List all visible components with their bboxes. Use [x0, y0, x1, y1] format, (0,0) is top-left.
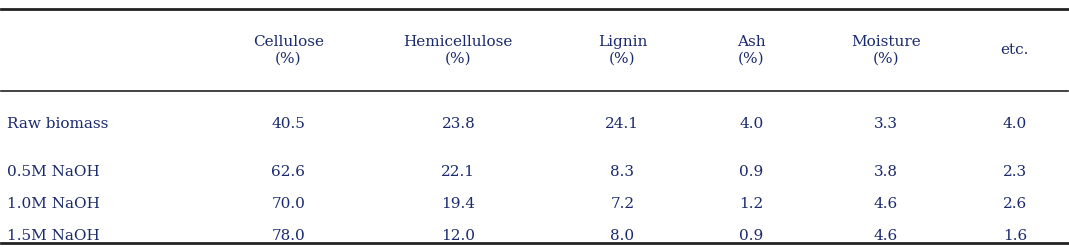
Text: 0.9: 0.9 [739, 229, 763, 243]
Text: 2.3: 2.3 [1003, 165, 1027, 179]
Text: Ash
(%): Ash (%) [737, 35, 765, 66]
Text: 7.2: 7.2 [610, 197, 634, 211]
Text: 2.6: 2.6 [1003, 197, 1027, 211]
Text: 0.5M NaOH: 0.5M NaOH [6, 165, 99, 179]
Text: 0.9: 0.9 [739, 165, 763, 179]
Text: 40.5: 40.5 [272, 117, 306, 130]
Text: 22.1: 22.1 [441, 165, 476, 179]
Text: 1.5M NaOH: 1.5M NaOH [6, 229, 99, 243]
Text: 24.1: 24.1 [605, 117, 639, 130]
Text: Cellulose
(%): Cellulose (%) [253, 35, 324, 66]
Text: 4.0: 4.0 [1003, 117, 1027, 130]
Text: 4.0: 4.0 [739, 117, 763, 130]
Text: Hemicellulose
(%): Hemicellulose (%) [404, 35, 513, 66]
Text: 1.0M NaOH: 1.0M NaOH [6, 197, 99, 211]
Text: 19.4: 19.4 [441, 197, 476, 211]
Text: Raw biomass: Raw biomass [6, 117, 108, 130]
Text: 3.3: 3.3 [874, 117, 898, 130]
Text: Moisture
(%): Moisture (%) [851, 35, 920, 66]
Text: 3.8: 3.8 [874, 165, 898, 179]
Text: Lignin
(%): Lignin (%) [598, 35, 647, 66]
Text: 4.6: 4.6 [873, 229, 898, 243]
Text: 1.6: 1.6 [1003, 229, 1027, 243]
Text: 1.2: 1.2 [739, 197, 763, 211]
Text: 8.3: 8.3 [610, 165, 634, 179]
Text: 23.8: 23.8 [441, 117, 476, 130]
Text: 4.6: 4.6 [873, 197, 898, 211]
Text: 12.0: 12.0 [441, 229, 476, 243]
Text: 62.6: 62.6 [272, 165, 306, 179]
Text: 8.0: 8.0 [610, 229, 634, 243]
Text: 70.0: 70.0 [272, 197, 306, 211]
Text: 78.0: 78.0 [272, 229, 306, 243]
Text: etc.: etc. [1001, 43, 1029, 57]
